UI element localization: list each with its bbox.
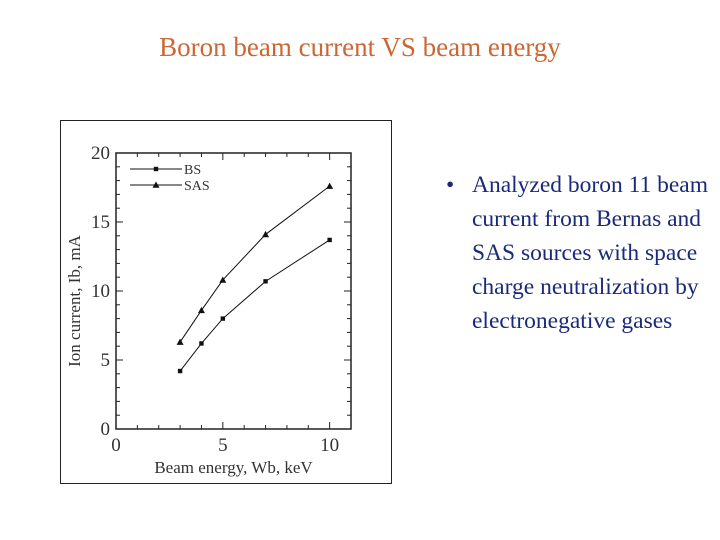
legend-marker — [152, 181, 160, 188]
y-tick-label: 5 — [101, 350, 111, 371]
legend-label: BS — [184, 163, 201, 178]
legend-marker — [153, 166, 159, 172]
x-axis-title: Beam energy, Wb, keV — [154, 458, 313, 477]
slide-title: Boron beam current VS beam energy — [159, 32, 561, 62]
legend-label: SAS — [184, 179, 210, 194]
x-tick-label: 5 — [218, 435, 228, 456]
x-tick-label: 10 — [320, 435, 339, 456]
x-tick-label: 0 — [111, 435, 121, 456]
bullet-point: • Analyzed boron 11 beam current from Be… — [446, 168, 708, 338]
data-point-sas — [197, 306, 205, 314]
data-point-bs — [199, 341, 204, 346]
y-tick-label: 10 — [91, 281, 110, 302]
data-point-sas — [326, 182, 334, 189]
bullet-text: Analyzed boron 11 beam current from Bern… — [472, 172, 709, 334]
data-point-bs — [327, 237, 332, 243]
data-point-sas — [262, 230, 270, 238]
line-chart: 0 5 10 15 20 0 5 10 Beam energy, Wb, keV Ion curr… — [65, 143, 352, 477]
series-line-sas — [179, 185, 330, 343]
y-tick-label: 0 — [101, 419, 111, 440]
y-tick-label: 15 — [91, 212, 110, 233]
data-point-bs — [263, 279, 268, 284]
y-tick-label: 20 — [91, 143, 110, 164]
chart-panel: 0 5 10 15 20 0 5 10 Beam energy, Wb, keV Ion curr… — [60, 120, 392, 484]
plot-area-border — [115, 152, 352, 430]
series-line-bs — [179, 239, 330, 372]
data-point-bs — [220, 316, 226, 321]
bullet-marker: • — [446, 172, 455, 198]
data-point-sas — [219, 276, 227, 283]
data-point-bs — [177, 368, 183, 374]
y-axis-title: Ion current, Ib, mA — [65, 234, 84, 366]
data-point-sas — [176, 338, 184, 345]
